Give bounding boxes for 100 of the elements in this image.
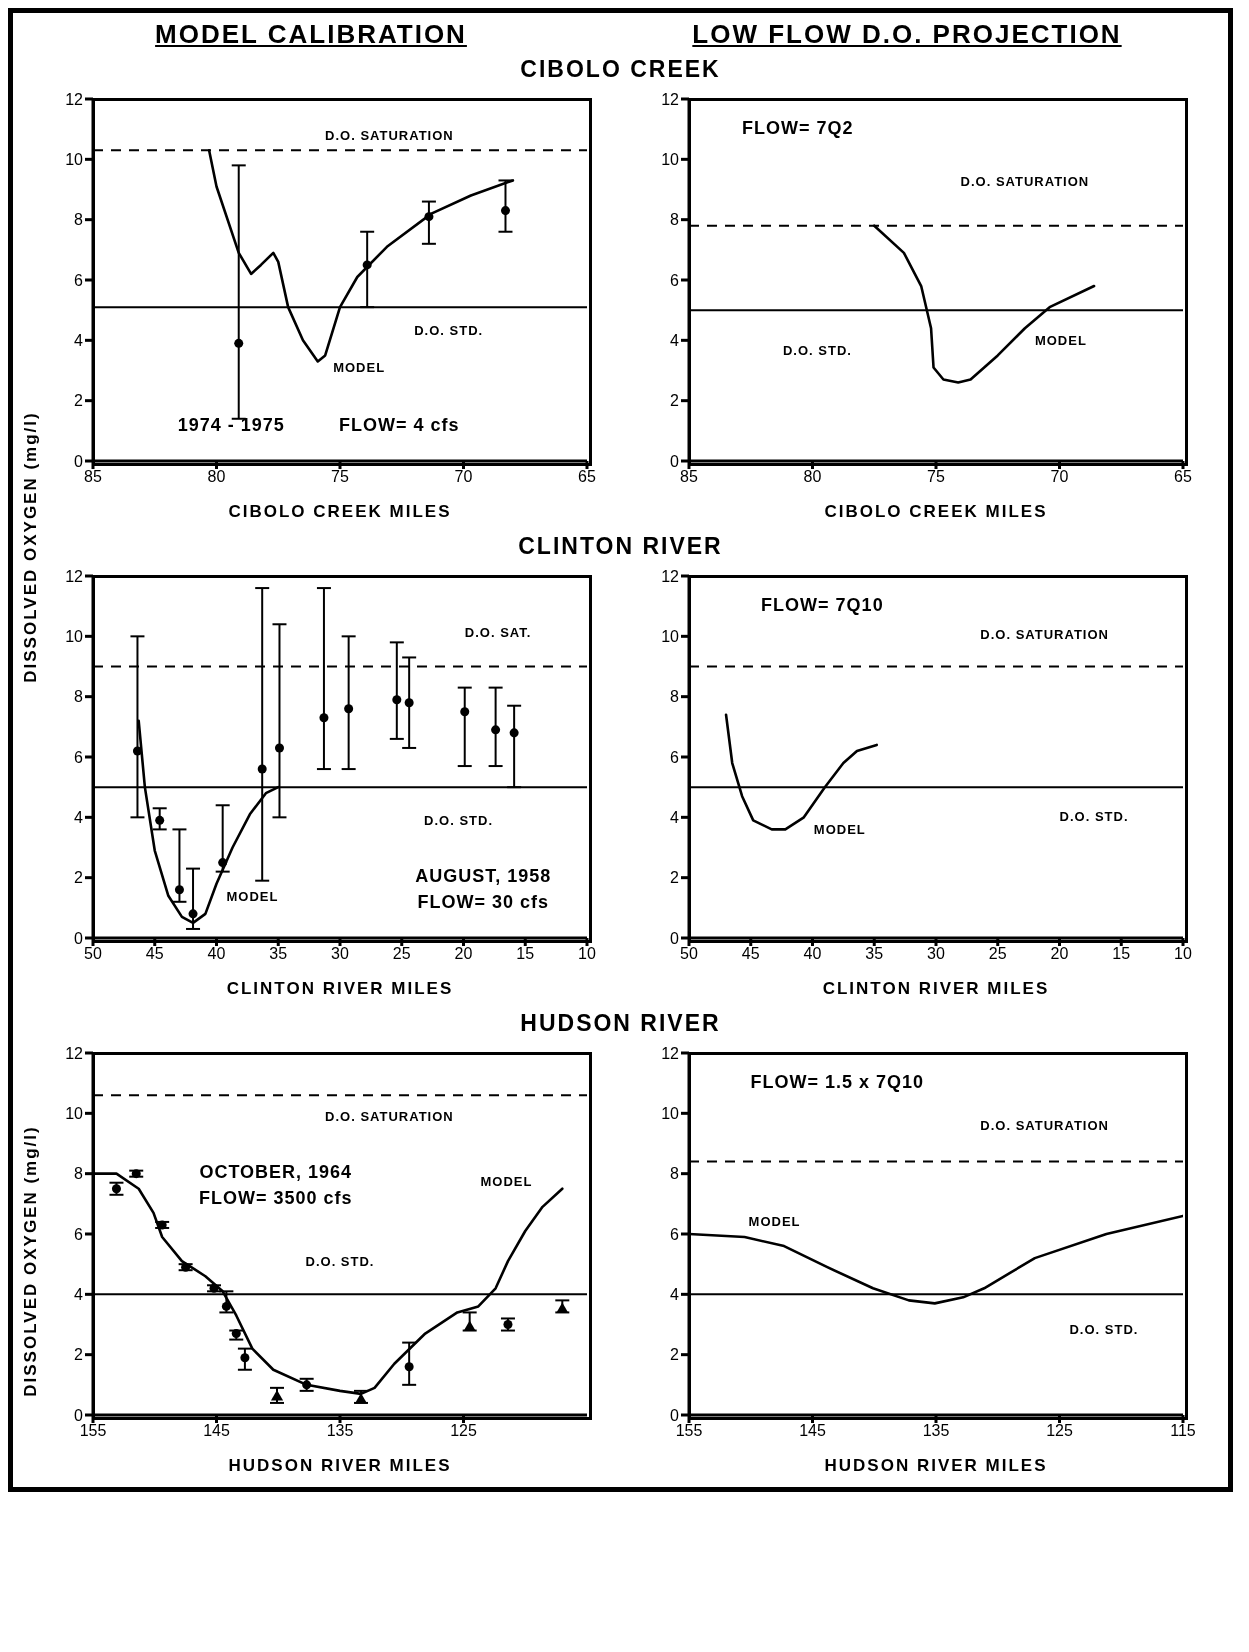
chart-subtitle: CLINTON RIVER xyxy=(518,533,723,559)
x-tick-label: 145 xyxy=(203,1422,230,1440)
y-tick-label: 12 xyxy=(65,567,84,585)
x-tick-label: 35 xyxy=(865,945,884,963)
x-tick-label: 30 xyxy=(331,945,349,963)
ref-line-label: D.O. STD. xyxy=(414,323,484,339)
y-tick-label: 12 xyxy=(65,1044,84,1062)
y-tick-label: 8 xyxy=(74,211,84,229)
chart-title: MODEL CALIBRATION xyxy=(154,19,468,50)
ref-line-label: D.O. SATURATION xyxy=(960,173,1090,189)
ref-line-label: D.O. SATURATION xyxy=(980,1117,1109,1133)
y-tick-label: 6 xyxy=(74,748,84,766)
x-axis-title: CLINTON RIVER MILES xyxy=(226,979,454,998)
x-tick-label: 15 xyxy=(1112,945,1131,963)
y-tick-label: 10 xyxy=(661,151,680,169)
x-axis-title: CIBOLO CREEK MILES xyxy=(228,502,452,521)
x-axis-title: HUDSON RIVER MILES xyxy=(824,1456,1048,1475)
x-tick-label: 10 xyxy=(578,945,596,963)
x-tick-label: 10 xyxy=(1174,945,1192,963)
y-tick-label: 2 xyxy=(670,869,680,887)
x-tick-label: 155 xyxy=(675,1422,703,1440)
annotation: FLOW= 7Q10 xyxy=(761,594,884,616)
annotation: FLOW= 1.5 x 7Q10 xyxy=(750,1071,924,1093)
y-tick-label: 12 xyxy=(661,567,680,585)
annotation: FLOW= 3500 cfs xyxy=(198,1187,353,1209)
x-tick-label: 85 xyxy=(680,468,698,486)
y-tick-label: 0 xyxy=(670,1406,680,1424)
ref-line-label: D.O. SATURATION xyxy=(325,128,454,144)
x-tick-label: 155 xyxy=(79,1422,107,1440)
y-tick-label: 0 xyxy=(74,1406,84,1424)
y-tick-label: 6 xyxy=(670,271,680,289)
x-tick-label: 65 xyxy=(1174,468,1192,486)
y-tick-label: 10 xyxy=(65,151,84,169)
y-tick-label: 6 xyxy=(74,1225,84,1243)
y-tick-label: 12 xyxy=(661,1044,680,1062)
y-tick-label: 0 xyxy=(670,452,680,470)
y-tick-label: 0 xyxy=(670,929,680,947)
x-tick-label: 25 xyxy=(392,945,411,963)
y-tick-label: 10 xyxy=(65,1105,84,1123)
x-tick-label: 70 xyxy=(454,468,473,486)
annotation: 1974 - 1975 xyxy=(177,414,285,436)
x-tick-label: 30 xyxy=(927,945,945,963)
y-tick-label: 4 xyxy=(74,1286,84,1304)
x-tick-label: 75 xyxy=(927,468,945,486)
annotation: FLOW= 7Q2 xyxy=(741,117,854,139)
y-tick-label: 10 xyxy=(65,628,84,646)
x-tick-label: 135 xyxy=(326,1422,354,1440)
x-tick-label: 125 xyxy=(1046,1422,1073,1440)
ref-line-label: D.O. SAT. xyxy=(464,624,532,640)
y-tick-label: 2 xyxy=(74,1346,84,1364)
y-tick-label: 0 xyxy=(74,929,84,947)
x-tick-label: 145 xyxy=(799,1422,826,1440)
series-label: MODEL xyxy=(1034,332,1087,348)
y-tick-label: 8 xyxy=(670,211,680,229)
ref-line-label: D.O. SATURATION xyxy=(980,626,1109,642)
x-tick-label: 15 xyxy=(516,945,535,963)
ref-line-label: D.O. STD. xyxy=(305,1254,375,1270)
y-axis-title: DISSOLVED OXYGEN (mg/l) xyxy=(21,1125,41,1397)
y-tick-label: 2 xyxy=(74,869,84,887)
y-tick-label: 4 xyxy=(670,332,680,350)
x-tick-label: 50 xyxy=(680,945,698,963)
x-tick-label: 50 xyxy=(84,945,102,963)
annotation: FLOW= 4 cfs xyxy=(339,414,460,436)
x-axis-title: HUDSON RIVER MILES xyxy=(228,1456,452,1475)
x-tick-label: 75 xyxy=(331,468,349,486)
y-tick-label: 4 xyxy=(74,332,84,350)
x-tick-label: 20 xyxy=(454,945,473,963)
x-tick-label: 40 xyxy=(207,945,226,963)
annotation: AUGUST, 1958 xyxy=(415,865,552,887)
x-tick-label: 25 xyxy=(988,945,1007,963)
annotation: FLOW= 30 cfs xyxy=(417,891,550,913)
annotation: OCTOBER, 1964 xyxy=(199,1161,353,1183)
series-label: MODEL xyxy=(226,888,279,904)
y-tick-label: 8 xyxy=(670,688,680,706)
y-tick-label: 4 xyxy=(74,809,84,827)
y-tick-label: 6 xyxy=(670,748,680,766)
chart-subtitle: CIBOLO CREEK xyxy=(519,56,722,83)
x-tick-label: 40 xyxy=(803,945,822,963)
ref-line-label: D.O. STD. xyxy=(1069,1322,1139,1338)
chart-subtitle: HUDSON RIVER xyxy=(519,1010,722,1037)
y-tick-label: 8 xyxy=(74,1165,84,1183)
x-tick-label: 45 xyxy=(145,945,164,963)
x-axis-title: CIBOLO CREEK MILES xyxy=(824,502,1048,521)
ref-line-label: D.O. STD. xyxy=(782,343,852,359)
y-tick-label: 2 xyxy=(670,1346,680,1364)
y-tick-label: 4 xyxy=(670,1286,680,1304)
x-tick-label: 70 xyxy=(1050,468,1069,486)
y-tick-label: 4 xyxy=(670,809,680,827)
y-tick-label: 8 xyxy=(670,1165,680,1183)
series-label: MODEL xyxy=(748,1213,801,1229)
x-tick-label: 125 xyxy=(450,1422,477,1440)
series-label: MODEL xyxy=(480,1173,533,1189)
x-tick-label: 80 xyxy=(207,468,226,486)
x-tick-label: 35 xyxy=(269,945,288,963)
y-tick-label: 12 xyxy=(65,90,84,108)
x-tick-label: 135 xyxy=(922,1422,950,1440)
ref-line-label: D.O. SATURATION xyxy=(325,1109,454,1125)
x-axis-title: CLINTON RIVER MILES xyxy=(822,979,1050,998)
x-tick-label: 115 xyxy=(1170,1422,1196,1440)
y-tick-label: 10 xyxy=(661,1105,680,1123)
